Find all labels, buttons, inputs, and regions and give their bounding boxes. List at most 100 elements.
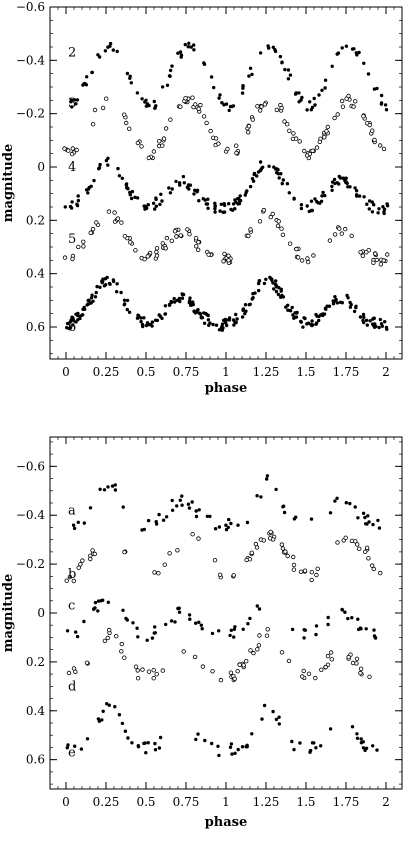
data-point bbox=[92, 178, 96, 183]
data-point bbox=[142, 741, 146, 746]
data-point bbox=[232, 676, 237, 681]
data-point bbox=[270, 211, 275, 217]
data-point bbox=[140, 667, 145, 672]
data-point bbox=[249, 550, 254, 555]
data-point bbox=[160, 85, 165, 89]
data-point bbox=[153, 625, 157, 629]
data-point bbox=[220, 322, 225, 326]
data-point bbox=[350, 47, 355, 51]
data-point bbox=[285, 553, 290, 559]
data-point bbox=[217, 572, 223, 577]
data-point bbox=[245, 520, 250, 525]
data-point bbox=[172, 229, 178, 234]
data-point bbox=[378, 262, 384, 267]
data-point bbox=[322, 312, 327, 316]
y-tick-label: −0.4 bbox=[16, 53, 46, 67]
data-point bbox=[143, 100, 147, 104]
data-point bbox=[335, 496, 339, 500]
data-point bbox=[236, 523, 240, 527]
data-point bbox=[193, 235, 199, 241]
data-point bbox=[65, 746, 70, 750]
data-point bbox=[85, 75, 89, 79]
data-point bbox=[312, 741, 316, 745]
x-tick-label: 0 bbox=[62, 795, 70, 809]
data-point bbox=[139, 316, 143, 320]
data-point bbox=[208, 514, 212, 519]
data-point bbox=[241, 84, 245, 88]
data-point bbox=[260, 717, 264, 721]
data-point bbox=[72, 526, 77, 531]
ticks-bottom: 0 0.25 0.5 0.75 1 1.25 1.5 1.75 2 −0.6 −0.4 −0.2 0 0.… bbox=[16, 437, 402, 809]
data-point bbox=[348, 300, 352, 305]
data-point bbox=[71, 578, 76, 584]
data-point bbox=[178, 299, 182, 304]
data-point bbox=[100, 105, 106, 111]
data-point bbox=[264, 277, 268, 281]
data-point bbox=[310, 323, 314, 328]
data-point bbox=[257, 607, 262, 611]
data-point bbox=[208, 128, 213, 134]
data-point bbox=[117, 174, 122, 178]
data-point bbox=[366, 556, 371, 561]
data-point bbox=[365, 323, 369, 327]
data-point bbox=[158, 202, 162, 207]
data-point bbox=[162, 562, 167, 567]
data-point bbox=[125, 618, 129, 622]
data-point bbox=[358, 670, 363, 676]
data-point bbox=[323, 193, 327, 198]
data-point bbox=[227, 316, 232, 320]
data-point bbox=[197, 620, 201, 624]
data-point bbox=[361, 746, 366, 750]
data-point bbox=[74, 102, 78, 106]
data-point bbox=[122, 303, 127, 307]
data-point bbox=[106, 163, 110, 167]
data-point bbox=[108, 282, 112, 286]
data-point bbox=[231, 573, 236, 578]
curve-label-e: e bbox=[68, 745, 76, 760]
data-point bbox=[277, 286, 281, 290]
data-point bbox=[367, 207, 371, 211]
data-point bbox=[150, 636, 155, 640]
data-point bbox=[96, 717, 101, 721]
data-point bbox=[309, 577, 314, 583]
data-point bbox=[122, 233, 128, 239]
data-point bbox=[355, 542, 360, 547]
data-point bbox=[98, 285, 102, 289]
data-point bbox=[246, 123, 252, 129]
data-point bbox=[325, 304, 329, 308]
data-point bbox=[236, 747, 240, 752]
data-point bbox=[180, 494, 184, 498]
data-point bbox=[75, 98, 80, 102]
data-point bbox=[192, 48, 196, 52]
data-point bbox=[303, 316, 307, 321]
data-point bbox=[177, 181, 182, 185]
data-point bbox=[251, 179, 256, 183]
data-point bbox=[225, 146, 230, 152]
data-point bbox=[108, 44, 112, 48]
data-point bbox=[135, 668, 140, 673]
data-point bbox=[178, 498, 182, 502]
data-point bbox=[135, 91, 140, 95]
data-point bbox=[261, 207, 267, 213]
data-point bbox=[378, 143, 383, 148]
data-point bbox=[187, 300, 191, 305]
data-point bbox=[193, 102, 198, 107]
data-point bbox=[176, 606, 180, 611]
data-point bbox=[274, 107, 279, 113]
data-point bbox=[298, 569, 304, 574]
data-point bbox=[205, 202, 210, 206]
data-point bbox=[280, 232, 286, 237]
data-point bbox=[194, 509, 198, 513]
data-point bbox=[247, 74, 251, 78]
data-point bbox=[180, 503, 184, 507]
data-point bbox=[133, 195, 137, 199]
y-tick-label: −0.6 bbox=[16, 459, 45, 473]
data-point bbox=[75, 203, 80, 208]
data-point bbox=[294, 246, 299, 252]
data-point bbox=[70, 105, 74, 109]
data-point bbox=[105, 635, 110, 641]
data-point bbox=[120, 176, 125, 180]
data-point bbox=[231, 104, 236, 108]
data-point bbox=[81, 244, 86, 249]
data-point bbox=[259, 104, 264, 109]
